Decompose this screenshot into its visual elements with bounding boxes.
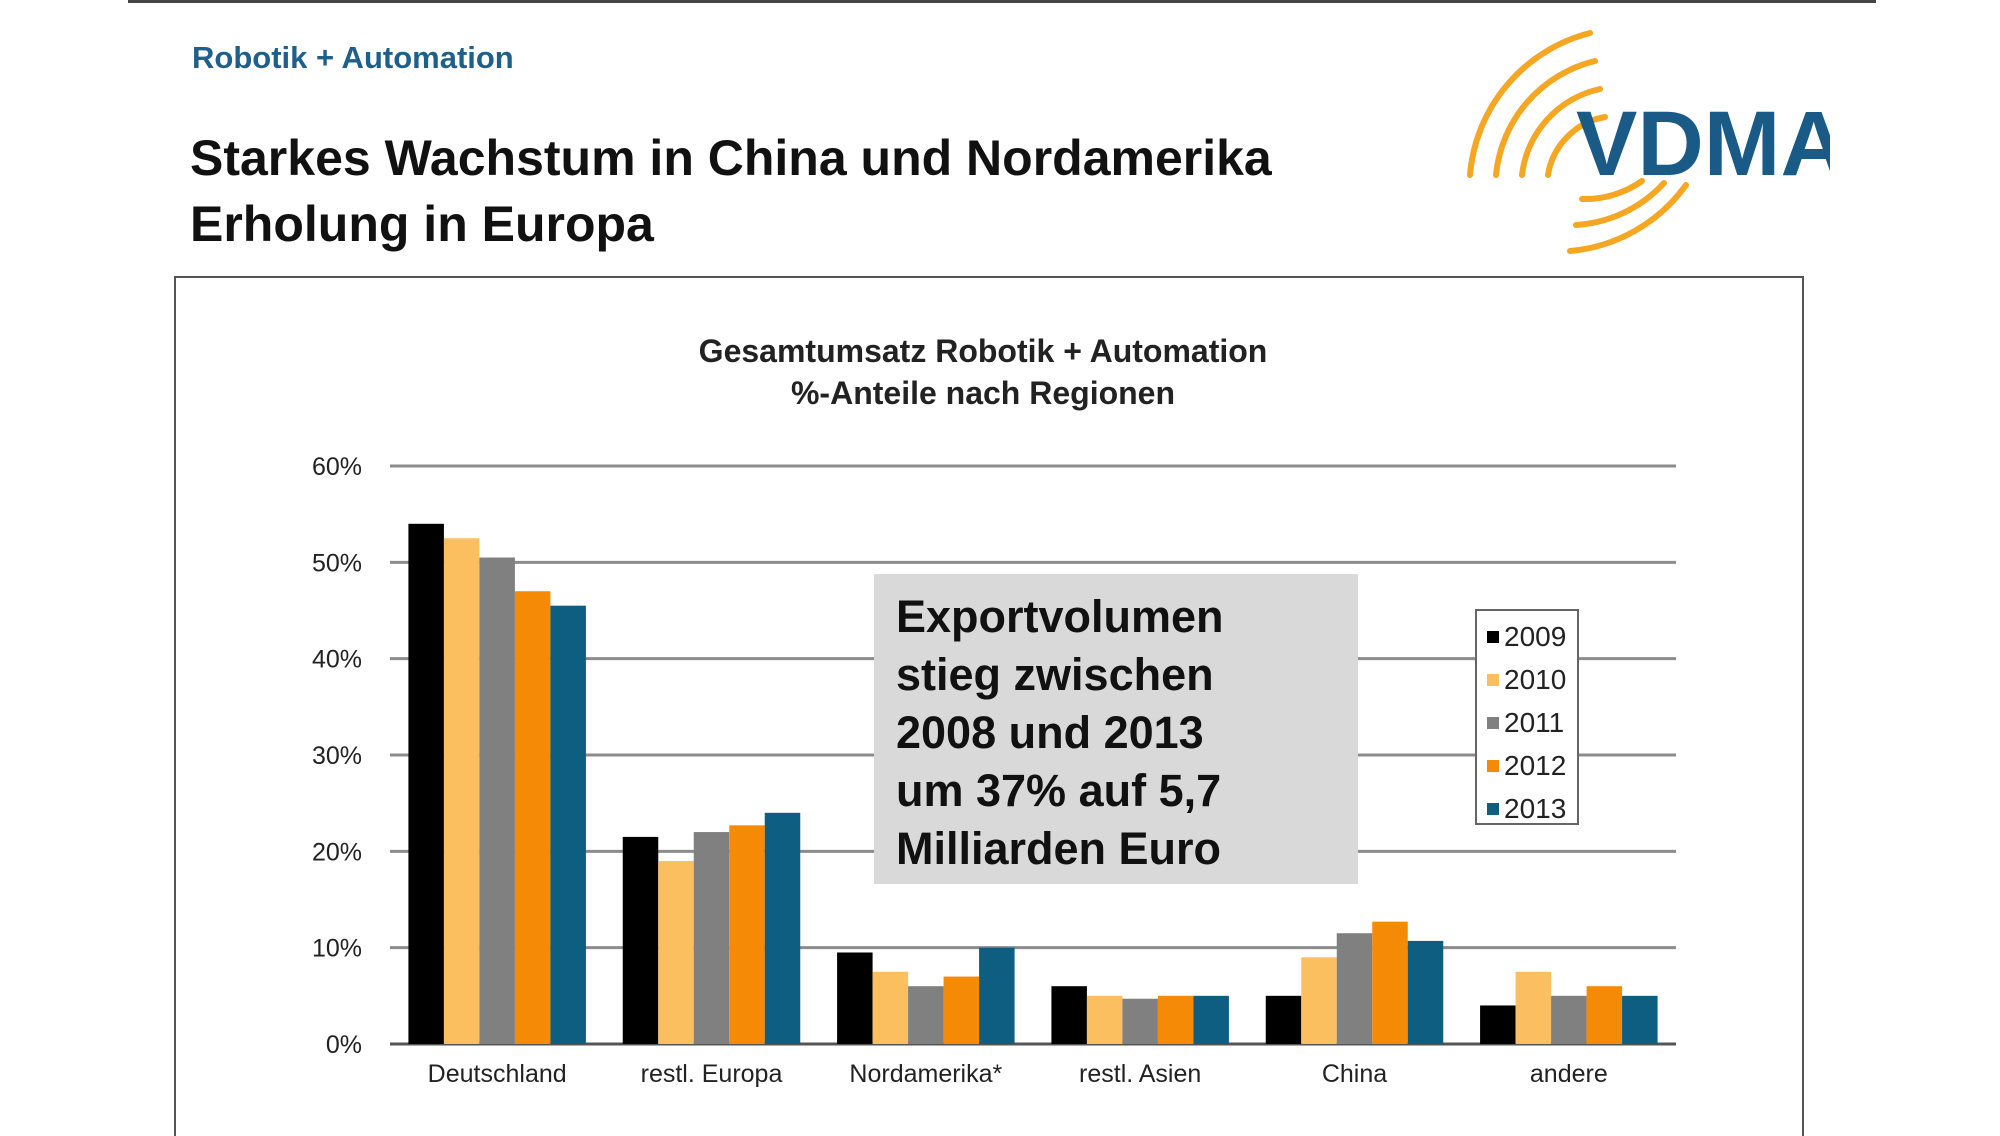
bar-2011 bbox=[908, 986, 944, 1044]
bar-2009 bbox=[622, 836, 659, 1044]
bar-2010 bbox=[872, 971, 909, 1044]
legend-label: 2011 bbox=[1504, 706, 1565, 738]
bar-2009 bbox=[1265, 995, 1302, 1044]
bar-2010 bbox=[1515, 971, 1552, 1044]
bar-2010 bbox=[1086, 995, 1123, 1044]
legend-swatch bbox=[1487, 630, 1499, 643]
headline-line-1: Starkes Wachstum in China und Nordamerik… bbox=[190, 130, 1272, 186]
top-divider bbox=[128, 0, 1876, 3]
vdma-logo: VDMA bbox=[1467, 30, 1830, 254]
bar-2012 bbox=[1586, 986, 1623, 1044]
legend-label: 2010 bbox=[1504, 663, 1567, 695]
bar-2012 bbox=[1372, 921, 1408, 1044]
bar-2011 bbox=[1336, 933, 1373, 1044]
y-tick-label: 40% bbox=[312, 646, 362, 674]
legend-swatch bbox=[1487, 802, 1499, 815]
logo-text: VDMA bbox=[1576, 93, 1830, 195]
chart-title-line-1: Gesamtumsatz Robotik + Automation bbox=[699, 333, 1268, 369]
legend-item: 2012 bbox=[1487, 744, 1577, 787]
legend-swatch bbox=[1487, 716, 1499, 729]
bar-2013 bbox=[1193, 995, 1229, 1044]
callout-line-3: 2008 und 2013 bbox=[896, 707, 1204, 758]
chart-legend: 2009 2010 2011 2012 2013 bbox=[1475, 609, 1579, 825]
page-headline: Starkes Wachstum in China und Nordamerik… bbox=[190, 125, 1272, 257]
bar-2013 bbox=[1407, 940, 1444, 1044]
legend-item: 2011 bbox=[1487, 701, 1577, 744]
y-tick-label: 60% bbox=[312, 453, 362, 481]
legend-label: 2012 bbox=[1504, 749, 1567, 781]
y-tick-label: 30% bbox=[312, 742, 362, 770]
bar-2011 bbox=[693, 832, 730, 1044]
bar-2012 bbox=[729, 825, 765, 1044]
bar-2013 bbox=[764, 812, 801, 1044]
legend-item: 2013 bbox=[1487, 787, 1577, 830]
y-tick-label: 10% bbox=[312, 935, 362, 963]
legend-swatch bbox=[1487, 673, 1499, 686]
bar-2010 bbox=[1301, 957, 1337, 1044]
bar-2011 bbox=[1551, 995, 1587, 1044]
x-tick-label: Deutschland bbox=[428, 1060, 567, 1088]
x-tick-label: restl. Asien bbox=[1079, 1060, 1201, 1088]
bar-2010 bbox=[658, 860, 694, 1044]
legend-label: 2013 bbox=[1504, 792, 1567, 824]
section-label: Robotik + Automation bbox=[192, 40, 514, 75]
x-tick-label: andere bbox=[1530, 1060, 1608, 1088]
callout-line-2: stieg zwischen bbox=[896, 649, 1214, 700]
bar-2010 bbox=[443, 538, 480, 1044]
legend-label: 2009 bbox=[1504, 620, 1567, 652]
y-tick-label: 20% bbox=[312, 838, 362, 866]
export-callout: Exportvolumen stieg zwischen 2008 und 20… bbox=[874, 574, 1358, 884]
y-tick-label: 0% bbox=[326, 1031, 362, 1059]
bar-2013 bbox=[550, 605, 586, 1044]
x-tick-label: China bbox=[1322, 1060, 1387, 1088]
chart-title-line-2: %-Anteile nach Regionen bbox=[791, 375, 1175, 411]
bar-2012 bbox=[943, 976, 980, 1044]
x-tick-label: Nordamerika* bbox=[849, 1060, 1002, 1088]
bar-2011 bbox=[479, 557, 515, 1044]
bar-2009 bbox=[837, 952, 873, 1044]
logo-arcs bbox=[1467, 30, 1689, 254]
bar-2013 bbox=[979, 947, 1015, 1044]
legend-swatch bbox=[1487, 759, 1499, 772]
bar-2011 bbox=[1122, 998, 1158, 1044]
callout-line-5: Milliarden Euro bbox=[896, 823, 1222, 874]
bar-2012 bbox=[1157, 995, 1194, 1044]
legend-item: 2009 bbox=[1487, 615, 1577, 658]
bar-2009 bbox=[1480, 1005, 1516, 1044]
bar-2009 bbox=[408, 523, 444, 1044]
callout-line-4: um 37% auf 5,7 bbox=[896, 765, 1222, 816]
chart-frame bbox=[174, 276, 1804, 1136]
bar-2012 bbox=[514, 591, 551, 1044]
headline-line-2: Erholung in Europa bbox=[190, 196, 654, 252]
callout-line-1: Exportvolumen bbox=[896, 591, 1224, 642]
bar-2009 bbox=[1051, 986, 1087, 1044]
y-tick-label: 50% bbox=[312, 549, 362, 577]
bar-2013 bbox=[1622, 995, 1658, 1044]
legend-item: 2010 bbox=[1487, 658, 1577, 701]
x-tick-label: restl. Europa bbox=[641, 1060, 783, 1088]
